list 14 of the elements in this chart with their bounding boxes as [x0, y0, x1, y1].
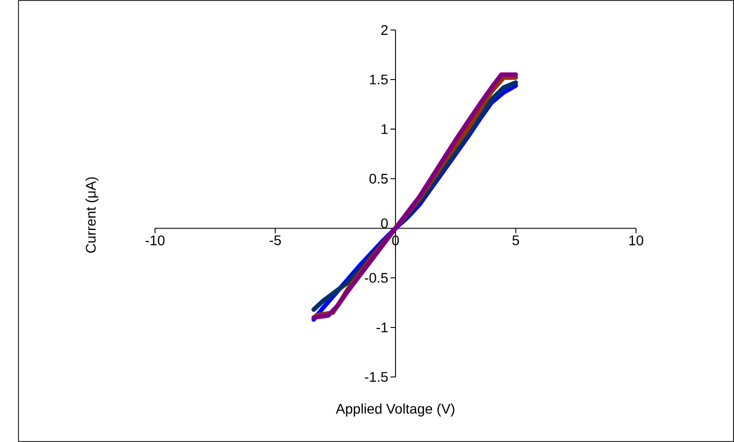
x-tick-label: -10	[146, 235, 165, 246]
y-tick-label: -1	[376, 322, 388, 332]
x-tick-label: -5	[270, 235, 281, 246]
y-tick-label: -0.5	[364, 272, 388, 283]
x-tick-label: 5	[512, 235, 520, 246]
x-axis-title: Applied Voltage (V)	[336, 404, 454, 416]
y-tick-label: 1	[382, 124, 388, 134]
y-axis-title: Current (μA)	[85, 177, 98, 253]
y-tick-label: 0.5	[369, 174, 388, 184]
y-tick-label: 1.5	[370, 74, 388, 84]
x-tick-label: 10	[629, 235, 644, 246]
y-tick-label: -1.5	[364, 372, 388, 382]
y-tick-label: 0	[381, 218, 388, 228]
y-tick-label: 2	[381, 25, 388, 35]
